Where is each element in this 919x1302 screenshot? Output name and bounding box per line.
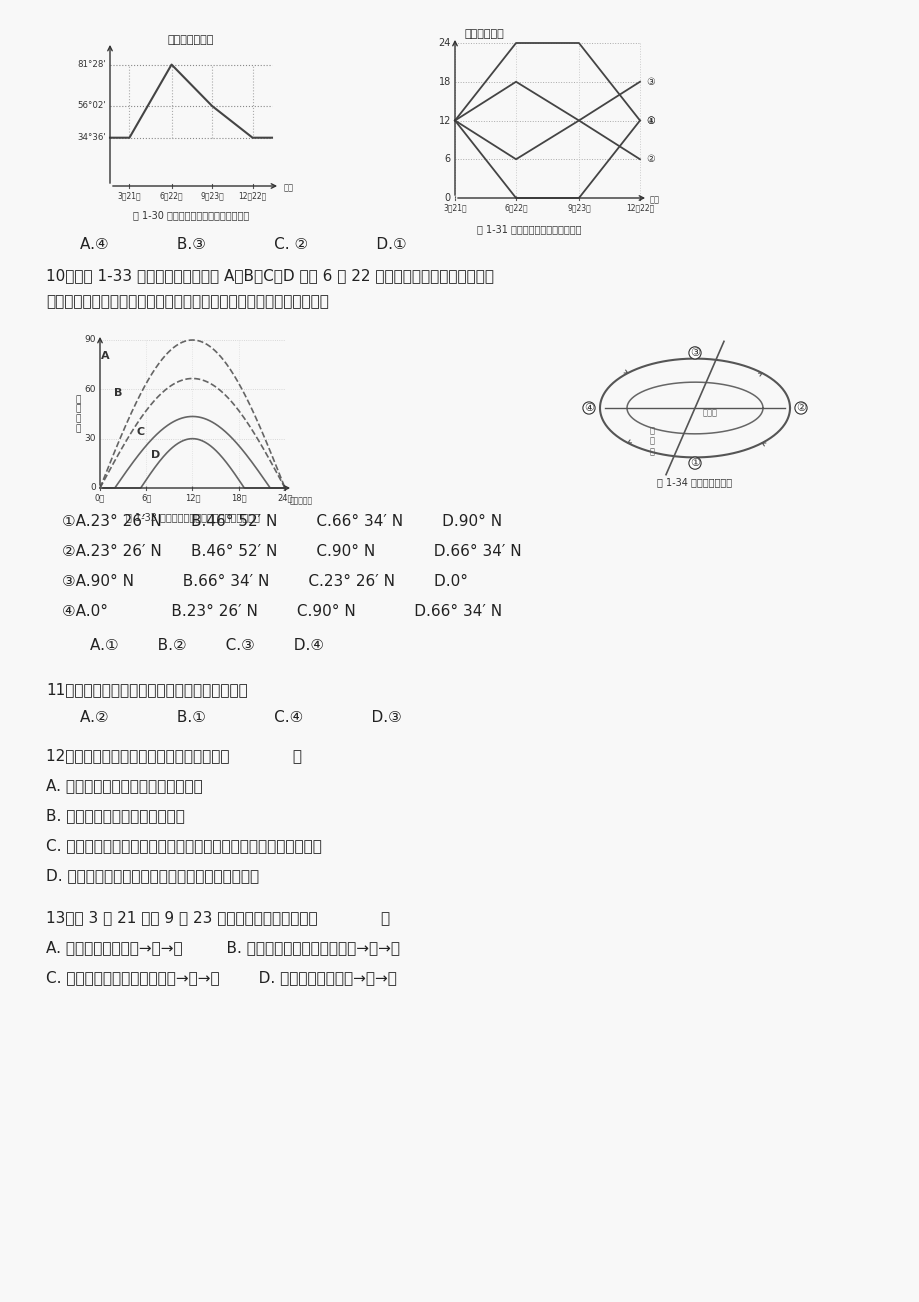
Text: ①: ①	[689, 458, 699, 469]
Text: 3月21日: 3月21日	[118, 191, 142, 201]
Text: ②: ②	[645, 154, 654, 164]
Text: 昼长（小时）: 昼长（小时）	[464, 29, 505, 39]
Text: 90: 90	[85, 336, 96, 345]
Text: 12时: 12时	[185, 493, 200, 503]
Text: ②A.23° 26′ N      B.46° 52′ N        C.90° N            D.66° 34′ N: ②A.23° 26′ N B.46° 52′ N C.90° N D.66° 3…	[62, 544, 521, 559]
Text: A: A	[101, 352, 109, 362]
Text: ④: ④	[645, 116, 654, 125]
Text: ③: ③	[689, 348, 699, 358]
Text: 赤道面: 赤道面	[702, 409, 717, 418]
Text: 9月23日: 9月23日	[566, 203, 590, 212]
Text: A.①        B.②        C.③        D.④: A.① B.② C.③ D.④	[90, 638, 323, 654]
Text: 9月23日: 9月23日	[200, 191, 223, 201]
Text: 太
阳
高
度: 太 阳 高 度	[75, 395, 81, 434]
Text: 24: 24	[438, 38, 450, 48]
Text: 图 1-33 夏至日四地正午太阳高度日变化示意图: 图 1-33 夏至日四地正午太阳高度日变化示意图	[125, 512, 259, 522]
Text: 6月22日: 6月22日	[504, 203, 528, 212]
Text: 黄
道
面: 黄 道 面	[649, 426, 654, 456]
Text: A.②              B.①              C.④              D.③: A.② B.① C.④ D.③	[80, 710, 402, 725]
Text: 正午太阳高度角: 正午太阳高度角	[167, 35, 214, 46]
Text: 6时: 6时	[141, 493, 152, 503]
Text: 6月22日: 6月22日	[160, 191, 183, 201]
Text: 图 1-34 黄赤交角示意图: 图 1-34 黄赤交角示意图	[657, 478, 732, 487]
Text: 81°28': 81°28'	[77, 60, 106, 69]
Text: ①: ①	[645, 116, 654, 125]
Text: 时间: 时间	[650, 195, 659, 204]
Text: 56°02': 56°02'	[77, 102, 106, 111]
Text: 13、从 3 月 21 日到 9 月 23 日，可能出现的现象是（             ）: 13、从 3 月 21 日到 9 月 23 日，可能出现的现象是（ ）	[46, 910, 390, 924]
Text: 6: 6	[445, 154, 450, 164]
Text: 3月21日: 3月21日	[443, 203, 466, 212]
Text: （地方时）: （地方时）	[289, 496, 312, 505]
Text: 12、下列关于正午太阳高度的不正确说法（             ）: 12、下列关于正午太阳高度的不正确说法（ ）	[46, 749, 301, 763]
Text: ④: ④	[584, 404, 594, 413]
Text: 据此判断下列各选项中，对四地纬度位置的说法与图示情况相符合的是: 据此判断下列各选项中，对四地纬度位置的说法与图示情况相符合的是	[46, 294, 328, 309]
Text: A. 地球公转速度最慢→快→慢         B. 北极圈内极昼范围的变化小→大→小: A. 地球公转速度最慢→快→慢 B. 北极圈内极昼范围的变化小→大→小	[46, 940, 400, 954]
Text: B: B	[114, 388, 122, 397]
Text: ①A.23° 26′ N      B.46° 52′ N        C.66° 34′ N        D.90° N: ①A.23° 26′ N B.46° 52′ N C.66° 34′ N D.9…	[62, 514, 502, 529]
Text: 60: 60	[85, 385, 96, 393]
Text: ③: ③	[645, 77, 654, 87]
Text: C: C	[137, 427, 144, 437]
Text: 24时: 24时	[277, 493, 292, 503]
Text: 时间: 时间	[284, 184, 294, 193]
Text: 0: 0	[445, 193, 450, 203]
Text: ②: ②	[795, 404, 805, 413]
Text: 18时: 18时	[231, 493, 246, 503]
Text: 10、下图 1-33 中四条曲线分别表示 A、B、C、D 四地 6 月 22 日太阳高度的全天变化情况，: 10、下图 1-33 中四条曲线分别表示 A、B、C、D 四地 6 月 22 日…	[46, 268, 494, 283]
Text: 图 1-30 某地正午太阳高度年变化示意图: 图 1-30 某地正午太阳高度年变化示意图	[132, 210, 249, 220]
Text: 12: 12	[438, 116, 450, 125]
Text: 图 1-31 某地昼夜长短年变化示意图: 图 1-31 某地昼夜长短年变化示意图	[476, 224, 581, 234]
Text: D: D	[151, 450, 160, 460]
Text: A.④              B.③              C. ②              D.①: A.④ B.③ C. ② D.①	[80, 237, 406, 253]
Text: C. 北京正午太阳高度的变化大→小→大        D. 南半球昼长时间短→长→短: C. 北京正午太阳高度的变化大→小→大 D. 南半球昼长时间短→长→短	[46, 970, 396, 986]
Text: 0: 0	[90, 483, 96, 492]
Text: ③A.90° N          B.66° 34′ N        C.23° 26′ N        D.0°: ③A.90° N B.66° 34′ N C.23° 26′ N D.0°	[62, 574, 468, 589]
Text: D. 冬至日南回归线及其以南地区达到一年中最大值: D. 冬至日南回归线及其以南地区达到一年中最大值	[46, 868, 259, 883]
Text: B. 可能会从赤道向南北两方降低: B. 可能会从赤道向南北两方降低	[46, 809, 185, 823]
Text: C. 一年中赤道上总是昼夜平分，因此赤道上正午太阳高度永远相等: C. 一年中赤道上总是昼夜平分，因此赤道上正午太阳高度永远相等	[46, 838, 322, 853]
Text: ④A.0°             B.23° 26′ N        C.90° N            D.66° 34′ N: ④A.0° B.23° 26′ N C.90° N D.66° 34′ N	[62, 604, 502, 618]
Text: 11、黄赤交角示意图中代表黄赤交角的数码是：: 11、黄赤交角示意图中代表黄赤交角的数码是：	[46, 682, 247, 697]
Text: A. 夏至日由北回归线向南北两方降低: A. 夏至日由北回归线向南北两方降低	[46, 779, 202, 793]
Text: 30: 30	[85, 434, 96, 443]
Text: 12月22日: 12月22日	[238, 191, 267, 201]
Text: 12月22日: 12月22日	[625, 203, 653, 212]
Text: 18: 18	[438, 77, 450, 87]
Text: 34°36': 34°36'	[77, 133, 106, 142]
Text: 0时: 0时	[95, 493, 105, 503]
